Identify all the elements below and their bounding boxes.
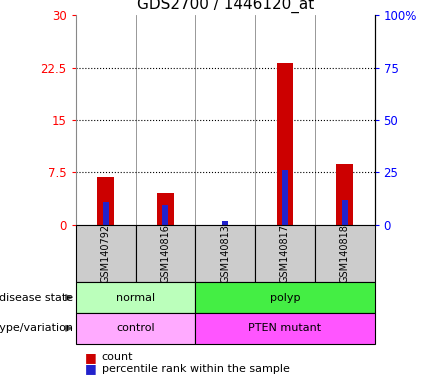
Text: count: count	[102, 352, 133, 362]
Bar	[103, 202, 109, 225]
Bar	[222, 221, 228, 225]
Bar	[136, 225, 195, 282]
Text: GSM140816: GSM140816	[160, 224, 171, 283]
Text: GSM140817: GSM140817	[280, 224, 290, 283]
Bar	[315, 225, 375, 282]
Bar	[76, 313, 195, 344]
Text: percentile rank within the sample: percentile rank within the sample	[102, 364, 290, 374]
Text: normal: normal	[116, 293, 155, 303]
Text: GSM140818: GSM140818	[339, 224, 350, 283]
Text: control: control	[116, 323, 155, 333]
Text: GSM140792: GSM140792	[100, 224, 111, 283]
Title: GDS2700 / 1446120_at: GDS2700 / 1446120_at	[136, 0, 314, 13]
Text: polyp: polyp	[270, 293, 300, 303]
Bar	[277, 63, 293, 225]
Text: ■: ■	[84, 351, 96, 364]
Bar	[195, 225, 255, 282]
Bar	[162, 205, 168, 225]
Bar	[255, 225, 315, 282]
Bar	[195, 313, 375, 344]
Text: PTEN mutant: PTEN mutant	[249, 323, 321, 333]
Text: ■: ■	[84, 362, 96, 375]
Bar	[336, 164, 353, 225]
Bar	[195, 282, 375, 313]
Bar	[76, 282, 195, 313]
Bar	[342, 200, 348, 225]
Text: disease state: disease state	[0, 293, 74, 303]
Bar	[76, 225, 136, 282]
Bar	[282, 170, 288, 225]
Text: genotype/variation: genotype/variation	[0, 323, 74, 333]
Text: GSM140813: GSM140813	[220, 224, 230, 283]
Bar	[97, 177, 114, 225]
Bar	[157, 193, 174, 225]
